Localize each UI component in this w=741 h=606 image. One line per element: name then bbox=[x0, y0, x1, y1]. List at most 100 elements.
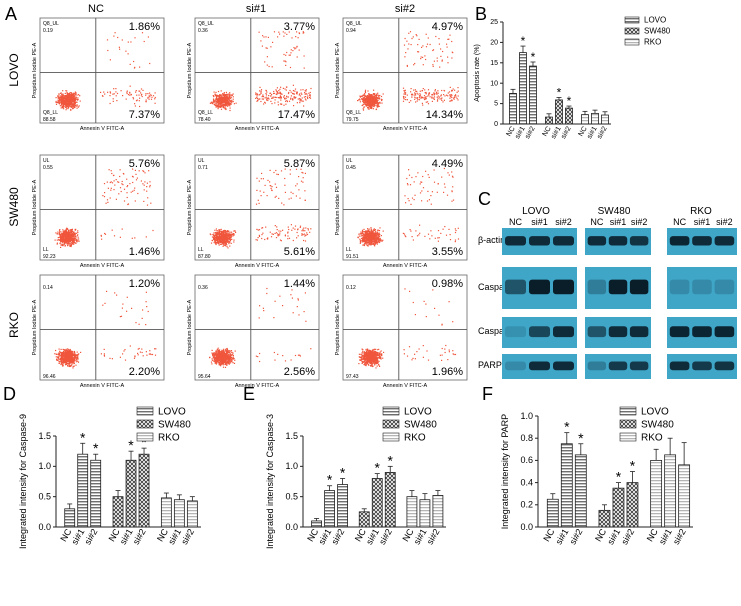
event-dot bbox=[149, 186, 151, 188]
event-dot bbox=[369, 106, 371, 108]
event-dot bbox=[228, 234, 230, 236]
event-dot bbox=[226, 236, 228, 238]
event-dot bbox=[380, 98, 382, 100]
event-dot bbox=[61, 100, 63, 102]
event-dot bbox=[69, 229, 71, 231]
event-dot bbox=[370, 232, 372, 235]
event-dot bbox=[219, 103, 222, 105]
event-dot bbox=[65, 102, 67, 104]
event-dot bbox=[227, 247, 229, 249]
event-dot bbox=[71, 234, 74, 236]
event-dot bbox=[62, 98, 65, 100]
event-dot bbox=[215, 100, 217, 102]
event-dot bbox=[119, 236, 121, 238]
event-dot bbox=[222, 105, 224, 107]
event-dot bbox=[455, 96, 457, 98]
event-dot bbox=[296, 237, 298, 239]
event-dot bbox=[225, 239, 227, 241]
event-dot bbox=[215, 97, 217, 100]
event-dot bbox=[429, 43, 431, 46]
event-dot bbox=[297, 235, 299, 237]
event-dot bbox=[57, 97, 59, 99]
event-dot bbox=[66, 355, 68, 357]
event-dot bbox=[137, 354, 139, 356]
event-dot bbox=[61, 244, 63, 247]
event-dot bbox=[360, 235, 362, 237]
event-dot bbox=[62, 364, 64, 366]
event-dot bbox=[75, 361, 77, 363]
event-dot bbox=[455, 95, 457, 97]
event-dot bbox=[370, 227, 372, 229]
event-dot bbox=[63, 242, 66, 244]
event-dot bbox=[373, 230, 376, 232]
event-dot bbox=[367, 245, 369, 247]
event-dot bbox=[232, 96, 234, 98]
event-dot bbox=[126, 192, 128, 194]
event-dot bbox=[231, 231, 233, 233]
event-dot bbox=[404, 91, 406, 93]
event-dot bbox=[212, 240, 214, 242]
event-dot bbox=[416, 92, 418, 94]
event-dot bbox=[227, 104, 229, 106]
event-dot bbox=[57, 231, 59, 233]
event-dot bbox=[365, 236, 367, 238]
event-dot bbox=[146, 306, 148, 308]
event-dot bbox=[222, 104, 224, 106]
event-dot bbox=[364, 240, 366, 242]
event-dot bbox=[372, 102, 374, 104]
event-dot bbox=[454, 95, 456, 97]
event-dot bbox=[70, 230, 73, 233]
event-dot bbox=[62, 233, 64, 235]
event-dot bbox=[307, 95, 309, 97]
event-dot bbox=[295, 195, 297, 197]
event-dot bbox=[376, 99, 378, 101]
event-dot bbox=[141, 95, 143, 98]
event-dot bbox=[368, 239, 371, 241]
event-dot bbox=[228, 103, 230, 105]
event-dot bbox=[68, 104, 70, 106]
event-dot bbox=[416, 90, 418, 92]
event-dot bbox=[230, 99, 232, 101]
event-dot bbox=[377, 229, 379, 231]
event-dot bbox=[294, 90, 296, 92]
event-dot bbox=[62, 229, 64, 231]
event-dot bbox=[113, 189, 115, 191]
event-dot bbox=[60, 241, 62, 243]
event-dot bbox=[76, 107, 78, 109]
event-dot bbox=[369, 102, 371, 104]
event-dot bbox=[68, 358, 70, 360]
event-dot bbox=[103, 353, 105, 355]
event-dot bbox=[275, 237, 278, 239]
event-dot bbox=[220, 94, 222, 96]
event-dot bbox=[415, 90, 417, 92]
event-dot bbox=[368, 237, 370, 239]
event-dot bbox=[379, 97, 381, 99]
event-dot bbox=[419, 232, 421, 234]
event-dot bbox=[59, 361, 61, 363]
event-dot bbox=[221, 231, 223, 233]
event-dot bbox=[290, 98, 292, 100]
event-dot bbox=[233, 241, 235, 243]
event-dot bbox=[421, 200, 423, 202]
event-dot bbox=[364, 95, 366, 97]
event-dot bbox=[224, 96, 226, 99]
event-dot bbox=[374, 235, 376, 237]
event-dot bbox=[220, 240, 222, 242]
event-dot bbox=[442, 50, 444, 53]
event-dot bbox=[260, 89, 263, 91]
event-dot bbox=[121, 307, 123, 309]
event-dot bbox=[147, 310, 149, 313]
event-dot bbox=[63, 94, 65, 97]
event-dot bbox=[73, 106, 76, 109]
event-dot bbox=[63, 106, 65, 108]
event-dot bbox=[71, 356, 73, 358]
event-dot bbox=[56, 359, 58, 361]
event-dot bbox=[76, 241, 78, 243]
event-dot bbox=[61, 104, 63, 106]
event-dot bbox=[373, 228, 375, 230]
event-dot bbox=[372, 105, 374, 107]
event-dot bbox=[216, 239, 218, 241]
event-dot bbox=[424, 97, 426, 99]
event-dot bbox=[256, 95, 258, 97]
